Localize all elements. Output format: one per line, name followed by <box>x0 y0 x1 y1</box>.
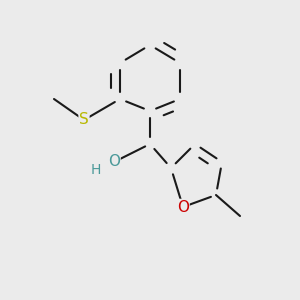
Text: O: O <box>108 154 120 169</box>
Text: O: O <box>177 200 189 214</box>
Text: S: S <box>79 112 89 128</box>
Text: H: H <box>91 163 101 176</box>
